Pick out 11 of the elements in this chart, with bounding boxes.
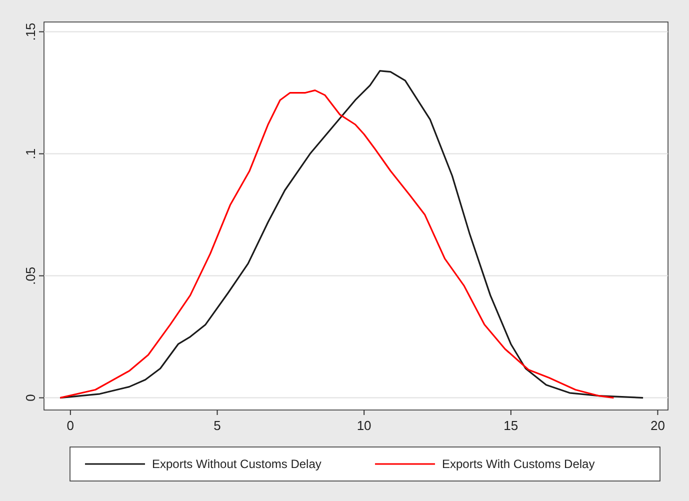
x-tick-label: 20 bbox=[650, 418, 665, 433]
y-tick-label: 0 bbox=[23, 394, 38, 402]
y-tick-label: .05 bbox=[23, 266, 38, 285]
y-tick-label: .1 bbox=[23, 148, 38, 160]
legend-label: Exports Without Customs Delay bbox=[152, 457, 322, 471]
x-tick-label: 0 bbox=[66, 418, 74, 433]
y-tick-label: .15 bbox=[23, 22, 38, 41]
legend-label: Exports With Customs Delay bbox=[442, 457, 595, 471]
x-tick-label: 15 bbox=[504, 418, 518, 433]
x-tick-label: 10 bbox=[356, 418, 372, 433]
x-tick-label: 5 bbox=[214, 418, 221, 433]
